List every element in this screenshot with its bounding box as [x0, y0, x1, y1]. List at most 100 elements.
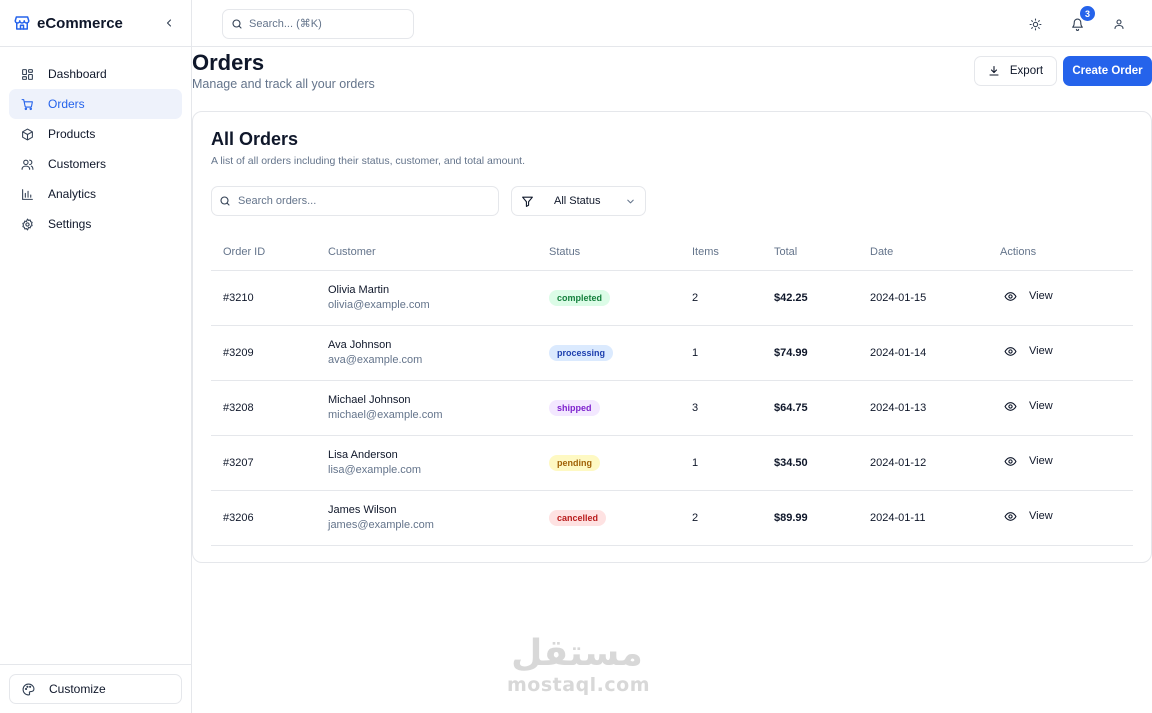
actions-cell: View: [988, 490, 1133, 546]
page-subtitle: Manage and track all your orders: [192, 77, 375, 91]
search-icon: [231, 18, 243, 30]
order-total: $74.99: [762, 325, 858, 381]
sidebar-item-analytics[interactable]: Analytics: [9, 179, 182, 209]
brand: eCommerce: [0, 0, 191, 47]
view-order-button[interactable]: View: [1004, 290, 1053, 303]
view-order-button[interactable]: View: [1004, 400, 1053, 413]
customer-name: Michael Johnson: [328, 394, 411, 406]
customer-email: olivia@example.com: [328, 299, 430, 311]
order-date: 2024-01-14: [858, 325, 988, 381]
sidebar-item-orders[interactable]: Orders: [9, 89, 182, 119]
status-badge: pending: [549, 454, 600, 471]
customer-cell: Michael Johnson michael@example.com: [316, 380, 537, 436]
create-order-button[interactable]: Create Order: [1063, 56, 1152, 86]
column-header[interactable]: Order ID: [211, 234, 316, 271]
eye-icon: [1004, 456, 1017, 466]
status-badge: completed: [549, 289, 611, 306]
users-icon: [20, 157, 34, 171]
sidebar-nav: Dashboard Orders Products Customers Anal…: [0, 47, 191, 239]
status-badge: shipped: [549, 399, 600, 416]
download-icon: [988, 65, 1000, 77]
sidebar-item-label: Customers: [48, 157, 107, 171]
customize-button[interactable]: Customize: [9, 674, 182, 704]
items-count: 3: [680, 380, 762, 436]
order-total: $89.99: [762, 490, 858, 546]
status-badge: processing: [549, 344, 614, 361]
watermark: مستقل mostaql.com: [507, 633, 650, 697]
actions-cell: View: [988, 325, 1133, 381]
column-header[interactable]: Status: [537, 234, 680, 271]
export-button[interactable]: Export: [974, 56, 1057, 86]
user-menu-button[interactable]: [1109, 14, 1129, 34]
table-header-row: Order ID Customer Status Items Total Dat…: [211, 234, 1133, 271]
order-date: 2024-01-13: [858, 380, 988, 436]
column-header[interactable]: Items: [680, 234, 762, 271]
bell-icon: [1071, 18, 1083, 31]
customer-name: Olivia Martin: [328, 284, 390, 296]
status-cell: completed: [537, 270, 680, 326]
customer-email: michael@example.com: [328, 409, 443, 421]
view-label: View: [1029, 455, 1053, 467]
status-badge: cancelled: [549, 509, 607, 526]
export-label: Export: [1009, 65, 1044, 77]
eye-icon: [1004, 401, 1017, 411]
chevron-left-icon: [166, 19, 172, 27]
view-order-button[interactable]: View: [1004, 510, 1053, 523]
view-order-button[interactable]: View: [1004, 345, 1053, 358]
column-header[interactable]: Total: [762, 234, 858, 271]
package-icon: [20, 127, 34, 141]
bar-chart-icon: [20, 187, 34, 201]
status-filter-value: All Status: [554, 195, 601, 207]
table-row[interactable]: #3210 Olivia Martin olivia@example.com co…: [211, 270, 1133, 326]
view-label: View: [1029, 345, 1053, 357]
order-total: $42.25: [762, 270, 858, 326]
brand-name: eCommerce: [37, 14, 123, 32]
table-row[interactable]: #3208 Michael Johnson michael@example.com…: [211, 380, 1133, 436]
status-cell: cancelled: [537, 490, 680, 546]
theme-toggle-button[interactable]: [1025, 14, 1045, 34]
cart-icon: [20, 97, 34, 111]
order-date: 2024-01-11: [858, 490, 988, 546]
sidebar-item-products[interactable]: Products: [9, 119, 182, 149]
customer-name: Lisa Anderson: [328, 449, 398, 461]
sidebar-item-label: Dashboard: [48, 67, 107, 81]
items-count: 2: [680, 490, 762, 546]
sidebar-item-settings[interactable]: Settings: [9, 209, 182, 239]
orders-search[interactable]: [211, 186, 499, 216]
view-order-button[interactable]: View: [1004, 455, 1053, 468]
search-icon: [219, 195, 231, 207]
view-label: View: [1029, 400, 1053, 412]
sidebar-item-label: Orders: [48, 97, 85, 111]
gear-icon: [20, 217, 34, 231]
card-description: A list of all orders including their sta…: [211, 155, 525, 167]
view-label: View: [1029, 510, 1053, 522]
order-id: #3207: [211, 435, 316, 491]
order-id: #3209: [211, 325, 316, 381]
orders-search-input[interactable]: [238, 195, 488, 207]
status-filter-select[interactable]: All Status: [511, 186, 646, 216]
table-row[interactable]: #3206 James Wilson james@example.com canc…: [211, 490, 1133, 546]
global-search[interactable]: [222, 9, 414, 39]
status-cell: processing: [537, 325, 680, 381]
sidebar-item-label: Analytics: [48, 187, 97, 201]
watermark-arabic: مستقل: [511, 633, 643, 674]
notifications-button[interactable]: [1067, 14, 1087, 34]
column-header[interactable]: Customer: [316, 234, 537, 271]
chevron-down-icon: [625, 196, 636, 207]
sidebar-item-dashboard[interactable]: Dashboard: [9, 59, 182, 89]
column-header[interactable]: Date: [858, 234, 988, 271]
card-title: All Orders: [211, 129, 299, 149]
global-search-input[interactable]: [249, 18, 399, 30]
column-header: Actions: [988, 234, 1133, 271]
table-row[interactable]: #3209 Ava Johnson ava@example.com process…: [211, 325, 1133, 381]
customer-cell: James Wilson james@example.com: [316, 490, 537, 546]
actions-cell: View: [988, 270, 1133, 326]
table-row[interactable]: #3207 Lisa Anderson lisa@example.com pend…: [211, 435, 1133, 491]
customer-email: ava@example.com: [328, 354, 423, 366]
notification-badge: 3: [1080, 6, 1095, 21]
orders-table: Order ID Customer Status Items Total Dat…: [211, 234, 1133, 546]
sidebar-footer: Customize: [0, 664, 191, 713]
customer-cell: Olivia Martin olivia@example.com: [316, 270, 537, 326]
sidebar-item-customers[interactable]: Customers: [9, 149, 182, 179]
collapse-sidebar-button[interactable]: [159, 13, 179, 33]
